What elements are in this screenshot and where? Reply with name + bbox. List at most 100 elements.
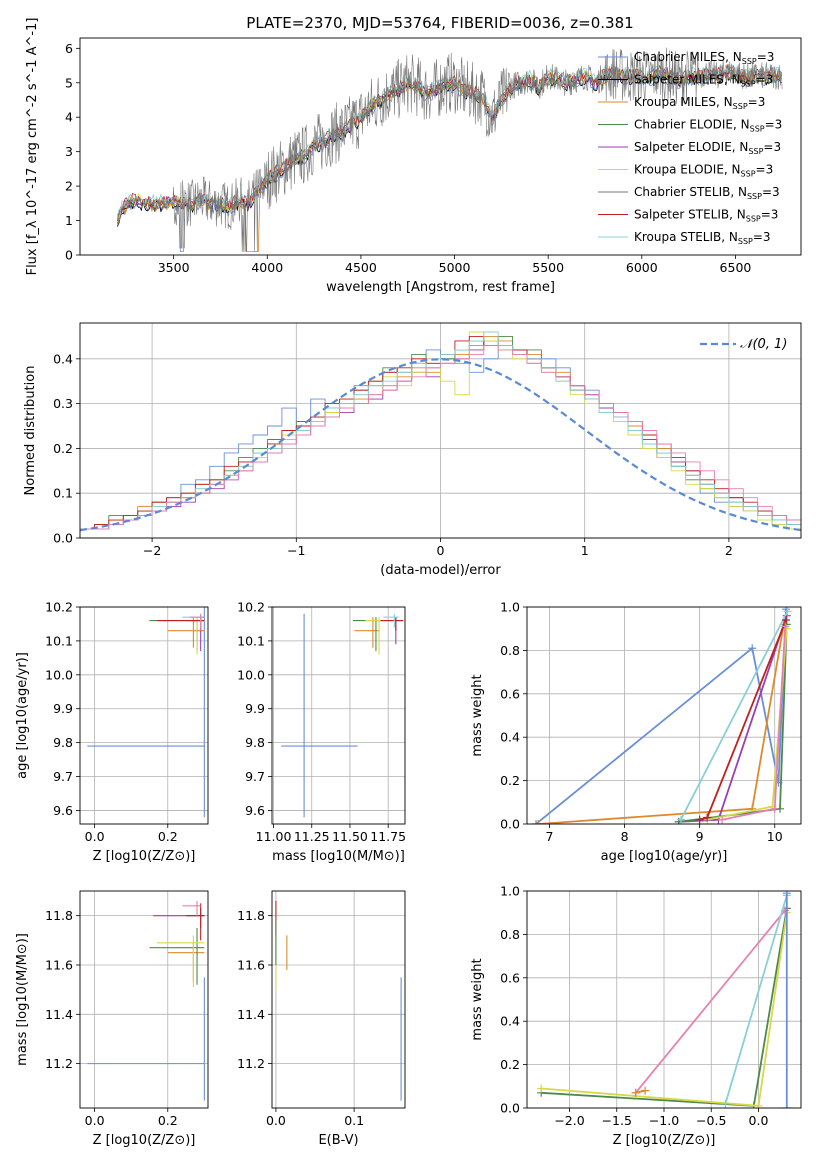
- plot-area: [281, 613, 404, 818]
- y-tick-label: 10.1: [237, 633, 265, 648]
- y-axis-label: age [log10(age/yr)]: [15, 652, 30, 779]
- legend-label-rest: =3: [762, 185, 780, 199]
- legend-subscript: SSP: [750, 125, 765, 134]
- mass-weight-vs-metallicity: −2.0 −1.5 −1.0 −0.5 0.0 0.0 0.2 0.4 0.6 0.8 1.0 Z […: [470, 884, 802, 1148]
- x-axis-label: Z [log10(Z/Z⊙)]: [93, 849, 196, 864]
- y-tick-label: 6: [65, 41, 73, 56]
- y-tick-label: 11.4: [237, 1007, 265, 1022]
- weight-line: [535, 609, 787, 824]
- x-tick-label: −2: [143, 543, 161, 558]
- legend-label-rest: =3: [753, 230, 771, 244]
- y-tick-label: 11.6: [237, 957, 265, 972]
- x-tick-label: 0.0: [85, 829, 105, 844]
- y-tick-label: 0.0: [500, 1101, 520, 1116]
- x-axis-label: Z [log10(Z/Z⊙)]: [613, 1133, 716, 1148]
- x-tick-label: 0.1: [344, 1113, 364, 1128]
- plot-area: [532, 607, 792, 824]
- y-tick-label: 9.8: [245, 735, 265, 750]
- spectrum-chart: 3500 4000 4500 5000 5500 6000 6500 0 1 2 3 4 5 6 wavel…: [25, 14, 802, 295]
- chart-title: PLATE=2370, MJD=53764, FIBERID=0036, z=0…: [246, 14, 633, 32]
- legend-label: 𝒩(0, 1): [740, 337, 787, 352]
- y-tick-label: 9.6: [53, 803, 73, 818]
- weight-line: [724, 895, 788, 1104]
- normal-curve: [80, 358, 801, 532]
- x-tick-label: −0.5: [696, 1113, 726, 1128]
- mass-weight-vs-age: 7 8 9 10 0.0 0.2 0.4 0.6 0.8 1.0 age [log10(age/yr…: [470, 600, 802, 864]
- x-axis-label: age [log10(age/yr)]: [601, 849, 728, 864]
- x-tick-label: −2.0: [554, 1113, 584, 1128]
- marker: [783, 607, 792, 616]
- legend-label-rest: =3: [756, 73, 774, 87]
- axes-frame: [79, 890, 209, 1109]
- y-tick-label: 10.0: [237, 667, 265, 682]
- observed-spectrum: [117, 47, 783, 252]
- plot-area: [87, 607, 205, 818]
- mass-vs-metallicity: 0.0 0.2 11.2 11.4 11.6 11.8 Z [log10(Z/Z⊙)] mas…: [15, 890, 209, 1148]
- marker: [534, 820, 543, 824]
- y-tick-label: 9.9: [53, 701, 73, 716]
- y-axis-label: mass weight: [470, 674, 485, 756]
- y-tick-label: 0.4: [500, 730, 520, 745]
- x-tick-label: −1.0: [649, 1113, 679, 1128]
- marker: [781, 607, 790, 614]
- x-tick-label: 11.50: [332, 829, 368, 844]
- residual-histogram: −2 −1 0 1 2 0.0 0.1 0.2 0.3 0.4 (data-model)/error…: [23, 322, 802, 578]
- axes-frame: [526, 606, 802, 825]
- y-tick-label: 0.8: [500, 643, 520, 658]
- x-axis-label: Z [log10(Z/Z⊙)]: [93, 1133, 196, 1148]
- legend-label: Kroupa STELIB, NSSP=3: [634, 230, 771, 246]
- marker: [781, 622, 790, 631]
- y-tick-label: 0.2: [500, 773, 520, 788]
- marker: [748, 644, 757, 653]
- legend-label: Chabrier STELIB, NSSP=3: [634, 185, 780, 201]
- y-tick-label: 9.6: [245, 803, 265, 818]
- legend-subscript: SSP: [746, 215, 761, 224]
- x-tick-label: 9: [696, 829, 704, 844]
- y-tick-label: 10.2: [45, 600, 73, 615]
- y-tick-label: 1: [65, 213, 73, 228]
- marker: [754, 1101, 763, 1108]
- axes-frame: [79, 322, 802, 539]
- legend-label-rest: =3: [756, 163, 774, 177]
- marker: [770, 804, 779, 813]
- x-tick-label: 10: [767, 829, 783, 844]
- y-tick-label: 0.6: [500, 686, 520, 701]
- y-tick-label: 1.0: [500, 600, 520, 615]
- y-tick-label: 11.6: [45, 957, 73, 972]
- age-vs-mass: 11.00 11.25 11.50 11.75 9.6 9.7 9.8 9.9 10.0 10.1…: [237, 600, 406, 865]
- y-tick-label: 3: [65, 144, 73, 159]
- y-tick-label: 0.0: [53, 531, 73, 546]
- axes-frame: [271, 890, 406, 1109]
- age-vs-metallicity: 0.0 0.2 9.6 9.7 9.8 9.9 10.0 10.1 10.2 Z [log10(Z…: [15, 600, 209, 864]
- x-axis-label: mass [log10(M/M⊙)]: [272, 849, 405, 864]
- x-tick-label: 5500: [532, 260, 564, 275]
- plot-area: [275, 900, 402, 1101]
- y-tick-label: 0.6: [500, 970, 520, 985]
- x-tick-label: −1.5: [602, 1113, 632, 1128]
- y-tick-label: 10.2: [237, 600, 265, 615]
- marker: [695, 815, 704, 824]
- weight-line: [538, 624, 785, 824]
- y-tick-label: 9.7: [245, 769, 265, 784]
- x-tick-label: 0.2: [158, 1113, 178, 1128]
- marker: [703, 813, 712, 822]
- mass-vs-extinction: 0.0 0.1 11.2 11.4 11.6 11.8 E(B-V): [237, 890, 406, 1148]
- y-tick-label: 4: [65, 110, 73, 125]
- axes-frame: [79, 37, 802, 256]
- weight-line: [635, 909, 786, 1094]
- legend-label: Chabrier MILES, NSSP=3: [634, 50, 774, 66]
- y-tick-label: 2: [65, 179, 73, 194]
- y-tick-label: 0.4: [500, 1014, 520, 1029]
- x-axis-label: wavelength [Angstrom, rest frame]: [326, 280, 555, 295]
- y-tick-label: 11.8: [45, 908, 73, 923]
- legend-label: Salpeter ELODIE, NSSP=3: [634, 140, 781, 156]
- plot-area: [87, 900, 205, 1101]
- y-tick-label: 0.3: [53, 396, 73, 411]
- y-axis-label: mass weight: [470, 958, 485, 1040]
- y-tick-label: 10.1: [45, 633, 73, 648]
- plot-area: [537, 891, 791, 1108]
- y-tick-label: 9.7: [53, 769, 73, 784]
- legend-label-rest: =3: [748, 95, 766, 109]
- x-tick-label: 0: [437, 543, 445, 558]
